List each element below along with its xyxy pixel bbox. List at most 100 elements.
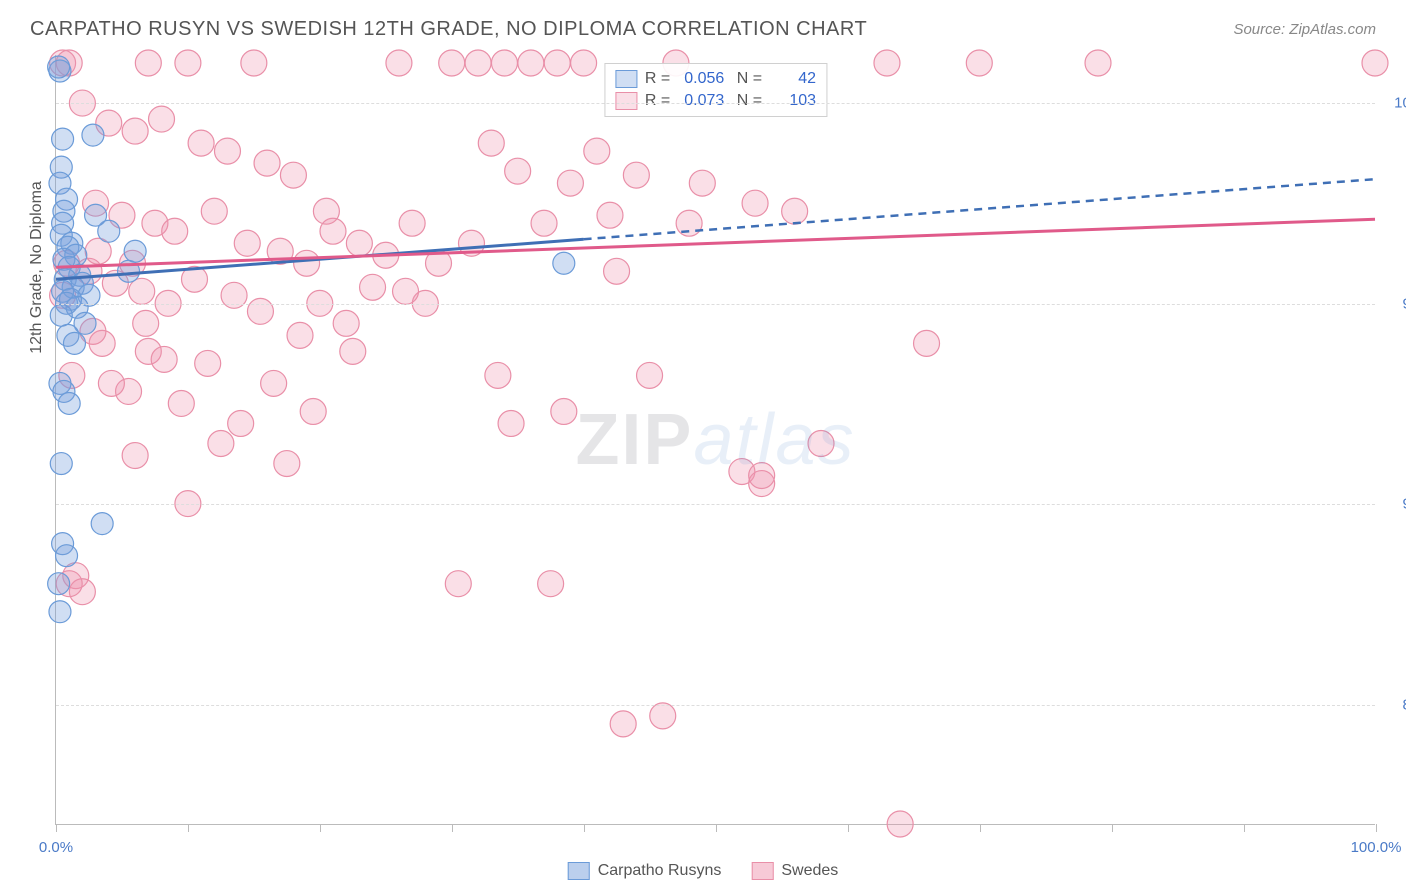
- scatter-point: [749, 463, 775, 489]
- scatter-point: [485, 362, 511, 388]
- scatter-point: [52, 128, 74, 150]
- scatter-point: [124, 240, 146, 262]
- scatter-point: [604, 258, 630, 284]
- scatter-point: [491, 50, 517, 76]
- scatter-point: [584, 138, 610, 164]
- y-axis-label: 12th Grade, No Diploma: [28, 181, 46, 354]
- scatter-point: [151, 346, 177, 372]
- scatter-point: [637, 362, 663, 388]
- x-tick: [848, 824, 849, 832]
- scatter-point: [58, 392, 80, 414]
- scatter-point: [808, 431, 834, 457]
- scatter-point: [553, 252, 575, 274]
- legend-item-swedes: Swedes: [751, 862, 838, 880]
- r-value-swedes: 0.073: [678, 92, 724, 110]
- scatter-point: [597, 202, 623, 228]
- scatter-point: [195, 350, 221, 376]
- scatter-point: [91, 513, 113, 535]
- swatch-swedes: [615, 92, 637, 110]
- scatter-point: [1085, 50, 1111, 76]
- x-tick: [716, 824, 717, 832]
- chart-title: CARPATHO RUSYN VS SWEDISH 12TH GRADE, NO…: [30, 18, 867, 41]
- scatter-point: [241, 50, 267, 76]
- stats-legend: R = 0.056 N = 42 R = 0.073 N = 103: [604, 63, 827, 117]
- legend-label-swedes: Swedes: [781, 862, 838, 880]
- scatter-point: [63, 332, 85, 354]
- scatter-point: [201, 198, 227, 224]
- scatter-point: [874, 50, 900, 76]
- scatter-point: [551, 398, 577, 424]
- scatter-point: [887, 811, 913, 837]
- gridline: [56, 705, 1375, 706]
- scatter-point: [360, 274, 386, 300]
- scatter-point: [914, 330, 940, 356]
- scatter-point: [280, 162, 306, 188]
- stats-row-carpatho: R = 0.056 N = 42: [615, 68, 816, 90]
- y-tick-label: 90.0%: [1385, 496, 1406, 513]
- scatter-point: [50, 453, 72, 475]
- scatter-point: [287, 322, 313, 348]
- scatter-point: [129, 278, 155, 304]
- gridline: [56, 304, 1375, 305]
- x-tick: [1244, 824, 1245, 832]
- scatter-point: [333, 310, 359, 336]
- legend-swatch-swedes: [751, 862, 773, 880]
- scatter-point: [439, 50, 465, 76]
- series-legend: Carpatho Rusyns Swedes: [568, 862, 839, 880]
- scatter-point: [48, 573, 70, 595]
- scatter-point: [261, 370, 287, 396]
- stats-row-swedes: R = 0.073 N = 103: [615, 90, 816, 112]
- y-tick-label: 95.0%: [1385, 295, 1406, 312]
- scatter-point: [498, 410, 524, 436]
- scatter-point: [82, 124, 104, 146]
- x-tick: [188, 824, 189, 832]
- scatter-point: [531, 210, 557, 236]
- scatter-point: [162, 218, 188, 244]
- scatter-point: [393, 278, 419, 304]
- scatter-point: [133, 310, 159, 336]
- n-label: N =: [732, 92, 762, 110]
- scatter-point: [149, 106, 175, 132]
- x-tick: [320, 824, 321, 832]
- chart-header: CARPATHO RUSYN VS SWEDISH 12TH GRADE, NO…: [30, 18, 1376, 41]
- y-tick-label: 100.0%: [1385, 95, 1406, 112]
- scatter-point: [689, 170, 715, 196]
- scatter-point: [98, 370, 124, 396]
- scatter-point: [505, 158, 531, 184]
- scatter-point: [623, 162, 649, 188]
- scatter-point: [742, 190, 768, 216]
- scatter-point: [168, 390, 194, 416]
- x-tick: [980, 824, 981, 832]
- scatter-point: [188, 130, 214, 156]
- scatter-point: [49, 601, 71, 623]
- x-tick: [584, 824, 585, 832]
- scatter-point: [254, 150, 280, 176]
- scatter-point: [313, 198, 339, 224]
- source-attribution: Source: ZipAtlas.com: [1233, 21, 1376, 38]
- scatter-point: [228, 410, 254, 436]
- scatter-point: [175, 50, 201, 76]
- scatter-point: [465, 50, 491, 76]
- scatter-point: [56, 545, 78, 567]
- scatter-point: [544, 50, 570, 76]
- legend-swatch-carpatho: [568, 862, 590, 880]
- scatter-point: [135, 50, 161, 76]
- swatch-carpatho: [615, 70, 637, 88]
- scatter-point: [610, 711, 636, 737]
- scatter-point: [85, 204, 107, 226]
- y-tick-label: 85.0%: [1385, 696, 1406, 713]
- legend-item-carpatho: Carpatho Rusyns: [568, 862, 722, 880]
- x-tick: [1112, 824, 1113, 832]
- scatter-point: [346, 230, 372, 256]
- r-label: R =: [645, 70, 670, 88]
- n-value-carpatho: 42: [770, 70, 816, 88]
- scatter-point: [294, 250, 320, 276]
- gridline: [56, 504, 1375, 505]
- scatter-point: [966, 50, 992, 76]
- scatter-point: [48, 56, 70, 78]
- n-value-swedes: 103: [770, 92, 816, 110]
- r-label: R =: [645, 92, 670, 110]
- scatter-point: [386, 50, 412, 76]
- scatter-point: [50, 304, 72, 326]
- scatter-point: [274, 451, 300, 477]
